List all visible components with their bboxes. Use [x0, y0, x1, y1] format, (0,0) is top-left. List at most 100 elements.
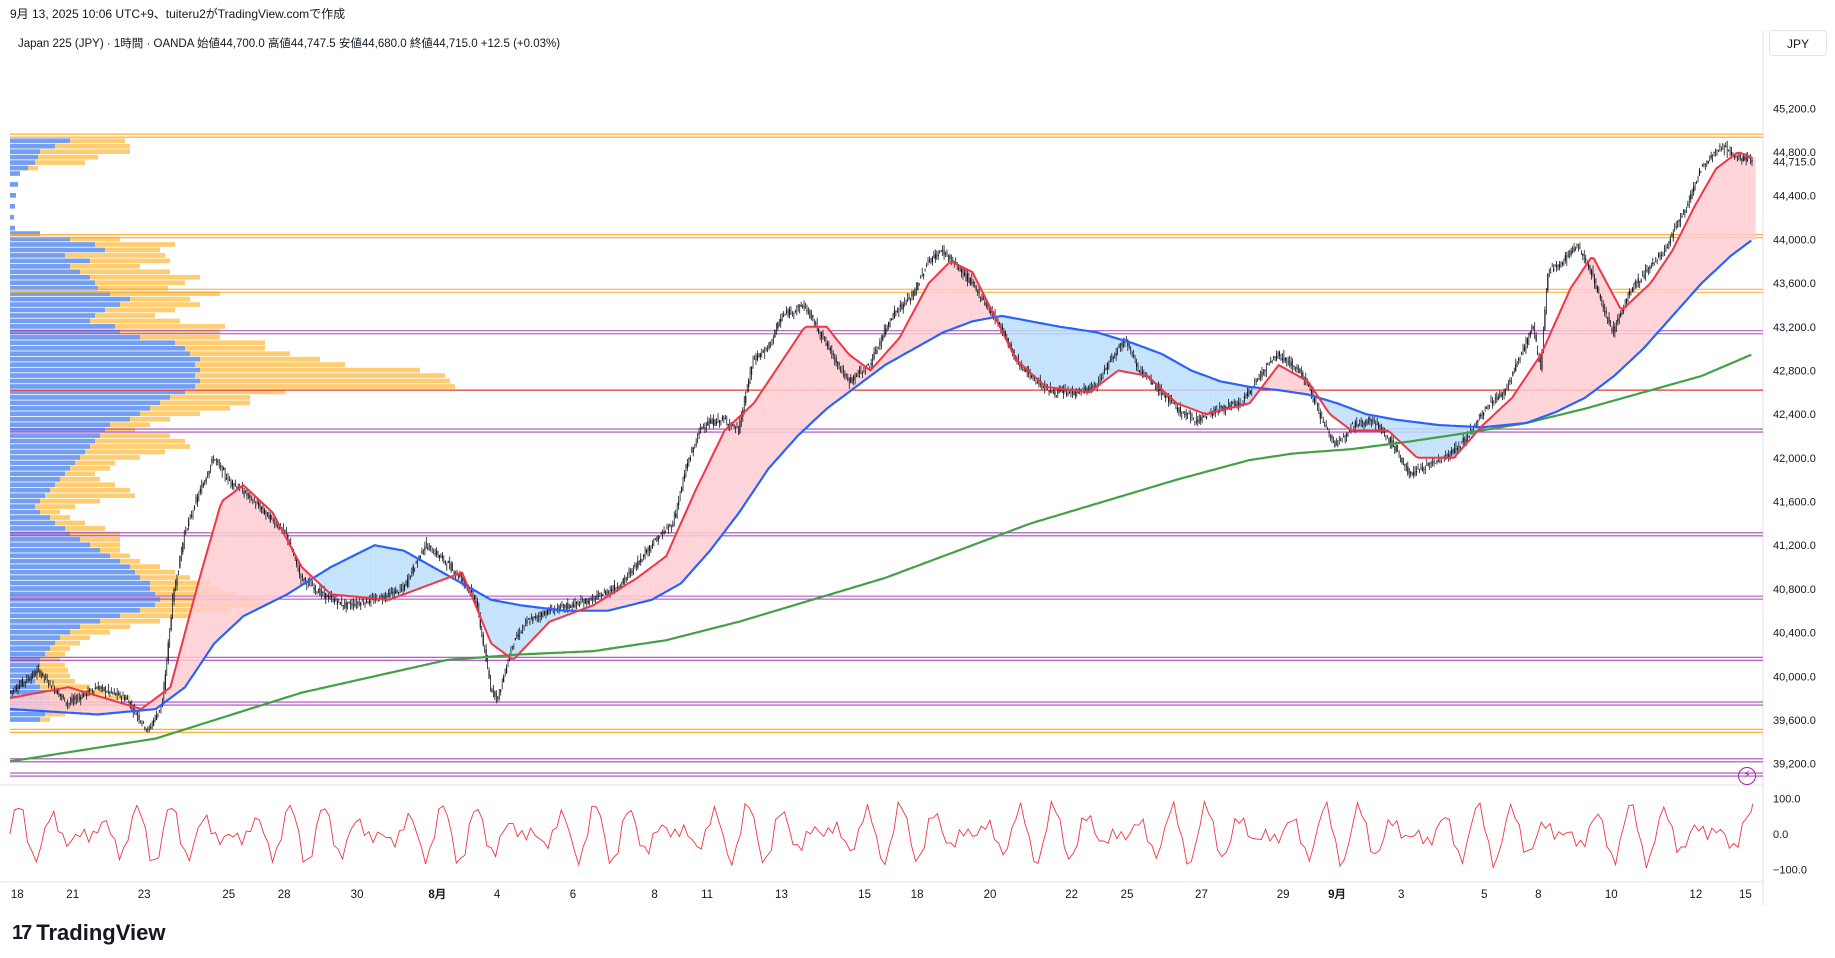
cloud-segment [1178, 363, 1183, 406]
candle-body [1716, 149, 1718, 151]
candle-body [590, 597, 592, 599]
vp-bar-sell [85, 449, 165, 455]
candle-body [715, 421, 718, 425]
candle-body [476, 600, 478, 610]
vp-bar-sell [50, 646, 70, 651]
vp-bar-sell [160, 400, 250, 406]
vp-bar-buy [10, 498, 40, 504]
candle-body [683, 474, 686, 479]
cloud-segment [1681, 224, 1686, 307]
cloud-segment [753, 396, 759, 491]
cloud-segment [202, 552, 207, 661]
vp-bar-buy [10, 520, 55, 526]
vp-bar-sell [130, 564, 160, 569]
candle-body [202, 483, 204, 488]
cloud-segment [97, 695, 102, 715]
candle-body [1130, 349, 1132, 351]
cloud-segment [18, 695, 24, 710]
vp-bar-sell [40, 498, 100, 504]
cloud-segment [1090, 331, 1095, 392]
candle-body [336, 601, 338, 605]
candle-body [899, 304, 901, 308]
candle-body [389, 592, 391, 597]
candle-body [599, 593, 601, 595]
candle-body [412, 566, 414, 574]
candle-body [1462, 437, 1464, 443]
vp-bar-buy [10, 422, 110, 428]
candle-body [1497, 396, 1499, 400]
price-tick-label: 40,400.0 [1773, 628, 1816, 640]
candle-body [1669, 238, 1671, 244]
cloud-segment [950, 261, 955, 330]
lightning-icon[interactable]: ⚡ [1738, 767, 1756, 785]
candle-body [1553, 268, 1555, 272]
currency-button[interactable]: JPY [1769, 30, 1827, 56]
candle-body [1535, 335, 1537, 342]
cloud-segment [1580, 266, 1585, 400]
candle-body [1065, 392, 1068, 395]
vp-bar-sell [70, 466, 110, 471]
candle-body [392, 591, 394, 594]
candle-body [1351, 423, 1353, 424]
cloud-segment [644, 569, 649, 602]
candle-body [473, 595, 476, 601]
cloud-segment [1716, 165, 1721, 270]
candle-body [1127, 339, 1129, 347]
candle-body [593, 597, 595, 599]
cloud-segment [351, 554, 356, 597]
candle-body [1098, 380, 1100, 382]
cloud-segment [928, 278, 934, 341]
vp-bar-buy [10, 324, 115, 329]
time-tick-label: 8 [1535, 889, 1541, 901]
candle-body [185, 531, 187, 533]
vp-bar-sell [40, 657, 60, 662]
candle-body [258, 502, 260, 507]
candle-body [1585, 258, 1587, 260]
candle-body [1051, 390, 1053, 393]
vp-bar-sell [190, 351, 290, 357]
candle-body [167, 642, 169, 662]
sma-fast-line [9, 151, 1752, 710]
candle-body [756, 354, 758, 361]
candle-body [975, 285, 977, 290]
cloud-segment [206, 537, 212, 655]
cloud-segment [705, 460, 710, 556]
cloud-segment [780, 357, 785, 456]
cloud-segment [1519, 380, 1524, 424]
candle-body [62, 695, 64, 698]
candle-body [625, 577, 627, 580]
candle-body [1060, 390, 1062, 392]
candle-body [739, 420, 741, 434]
vp-bar-buy [10, 526, 65, 531]
candle-body [190, 515, 193, 517]
candle-body [21, 679, 23, 687]
cloud-segment [1182, 365, 1187, 408]
candle-body [619, 586, 621, 589]
candle-body [879, 341, 881, 346]
candle-body [608, 591, 610, 593]
vp-bar-sell [135, 569, 175, 575]
cloud-segment [346, 556, 352, 597]
vp-bar-sell [130, 416, 170, 422]
candle-body [1643, 275, 1645, 278]
cloud-segment [1081, 330, 1087, 392]
cloud-segment [1064, 327, 1069, 390]
cloud-segment [1746, 155, 1752, 244]
candle-body [815, 322, 817, 324]
candle-body [1287, 360, 1289, 362]
volume-profile [10, 138, 455, 722]
candle-body [818, 328, 820, 333]
symbol-info: Japan 225 (JPY) · 1時間 · OANDA 始値44,700.0… [18, 38, 561, 50]
vp-bar-buy [10, 460, 75, 466]
cloud-segment [749, 403, 754, 498]
candle-body [383, 595, 385, 600]
candle-body [363, 603, 365, 605]
cloud-segment [88, 693, 94, 715]
cloud-segment [233, 489, 238, 626]
cloud-segment [1729, 155, 1734, 258]
candle-body [1564, 255, 1566, 261]
candle-body [788, 309, 791, 316]
vp-bar-buy [10, 580, 150, 586]
candle-body [1100, 377, 1103, 379]
